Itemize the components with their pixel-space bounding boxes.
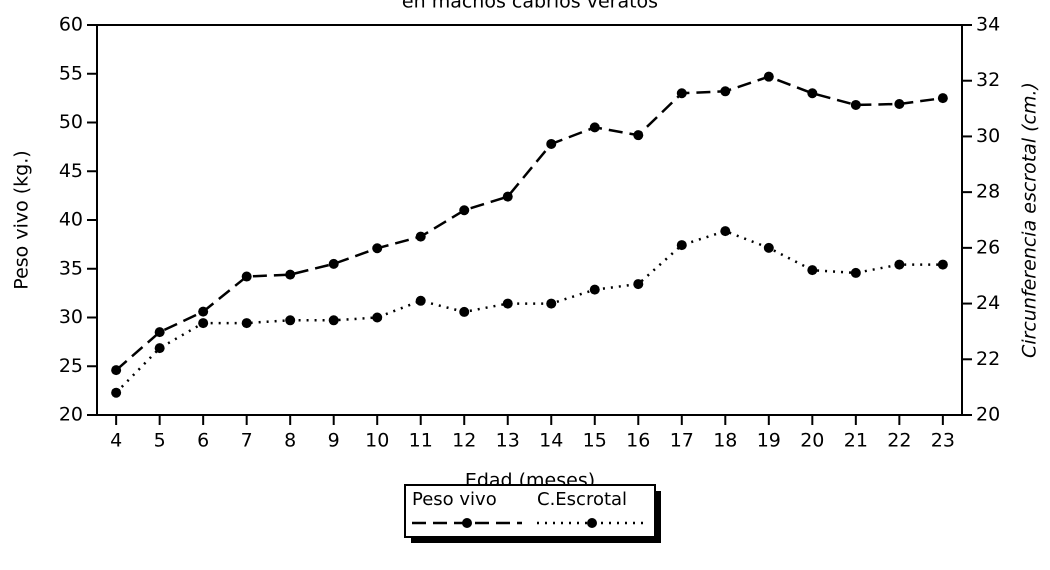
data-point	[285, 315, 296, 326]
x-tick-label: 13	[496, 430, 520, 452]
data-point	[546, 138, 557, 149]
x-tick-label: 12	[452, 430, 476, 452]
y-tick-label: 25	[59, 355, 83, 377]
data-point	[415, 231, 426, 242]
data-point	[415, 295, 426, 306]
data-point	[241, 271, 252, 282]
y2-tick-label: 34	[976, 14, 1000, 36]
data-point	[676, 88, 687, 99]
data-point	[285, 269, 296, 280]
x-tick-label: 9	[328, 430, 340, 452]
y2-tick-label: 22	[976, 348, 1000, 370]
x-tick-label: 17	[670, 430, 694, 452]
y2-tick-label: 20	[976, 404, 1000, 426]
data-point	[589, 122, 600, 133]
x-tick-label: 8	[284, 430, 296, 452]
data-point	[372, 312, 383, 323]
data-point	[459, 306, 470, 317]
data-point	[111, 365, 122, 376]
data-point	[807, 88, 818, 99]
data-point	[154, 343, 165, 354]
y-tick-label: 30	[59, 306, 83, 328]
x-tick-label: 22	[887, 430, 911, 452]
y2-tick-label: 28	[976, 181, 1000, 203]
data-point	[502, 191, 513, 202]
x-tick-label: 21	[844, 430, 868, 452]
y2-tick-label: 26	[976, 236, 1000, 258]
series-line	[115, 229, 943, 394]
x-tick-label: 20	[800, 430, 824, 452]
y-tick-label: 60	[59, 14, 83, 36]
data-point	[154, 327, 165, 338]
y2-tick-label: 30	[976, 125, 1000, 147]
y2-tick-label: 32	[976, 69, 1000, 91]
plot-frame	[96, 24, 963, 416]
series-line	[115, 75, 944, 372]
x-tick-label: 4	[110, 430, 122, 452]
y2-tick-label: 24	[976, 292, 1000, 314]
x-tick-label: 6	[197, 430, 209, 452]
legend-marker	[587, 518, 597, 528]
data-point	[198, 306, 209, 317]
x-tick-label: 5	[154, 430, 166, 452]
data-point	[894, 98, 905, 109]
data-point	[807, 265, 818, 276]
data-point	[937, 259, 948, 270]
legend-label: Peso vivo	[412, 489, 497, 510]
y2-axis-label: Circunferencia escrotal (cm.)	[1019, 82, 1041, 358]
data-point	[111, 387, 122, 398]
x-tick-label: 23	[931, 430, 955, 452]
x-tick-label: 7	[241, 430, 253, 452]
data-point	[372, 243, 383, 254]
y-tick-label: 45	[59, 160, 83, 182]
data-point	[633, 130, 644, 141]
x-tick-label: 16	[626, 430, 650, 452]
data-point	[850, 267, 861, 278]
y-tick-label: 40	[59, 209, 83, 231]
legend-marker	[462, 518, 472, 528]
data-point	[720, 226, 731, 237]
data-point	[850, 99, 861, 110]
data-point	[328, 258, 339, 269]
data-point	[720, 86, 731, 97]
y-tick-label: 55	[59, 62, 83, 84]
data-point	[676, 240, 687, 251]
y-axis-label: Peso vivo (kg.)	[11, 150, 33, 289]
data-point	[763, 242, 774, 253]
data-point	[241, 318, 252, 329]
y-tick-label: 20	[59, 404, 83, 426]
data-point	[763, 71, 774, 82]
data-point	[328, 315, 339, 326]
x-tick-label: 10	[365, 430, 389, 452]
data-point	[633, 279, 644, 290]
y-tick-label: 35	[59, 257, 83, 279]
legend-box	[404, 484, 656, 538]
data-point	[937, 93, 948, 104]
chart-title: en machos cabrios veratos	[402, 0, 658, 13]
data-point	[589, 284, 600, 295]
data-point	[459, 205, 470, 216]
y-tick-label: 50	[59, 111, 83, 133]
x-tick-label: 11	[409, 430, 433, 452]
data-point	[546, 298, 557, 309]
data-point	[198, 318, 209, 329]
x-tick-label: 18	[713, 430, 737, 452]
x-tick-label: 19	[757, 430, 781, 452]
x-tick-label: 15	[583, 430, 607, 452]
x-tick-label: 14	[539, 430, 563, 452]
data-point	[502, 298, 513, 309]
legend-label: C.Escrotal	[537, 489, 627, 510]
data-point	[894, 259, 905, 270]
